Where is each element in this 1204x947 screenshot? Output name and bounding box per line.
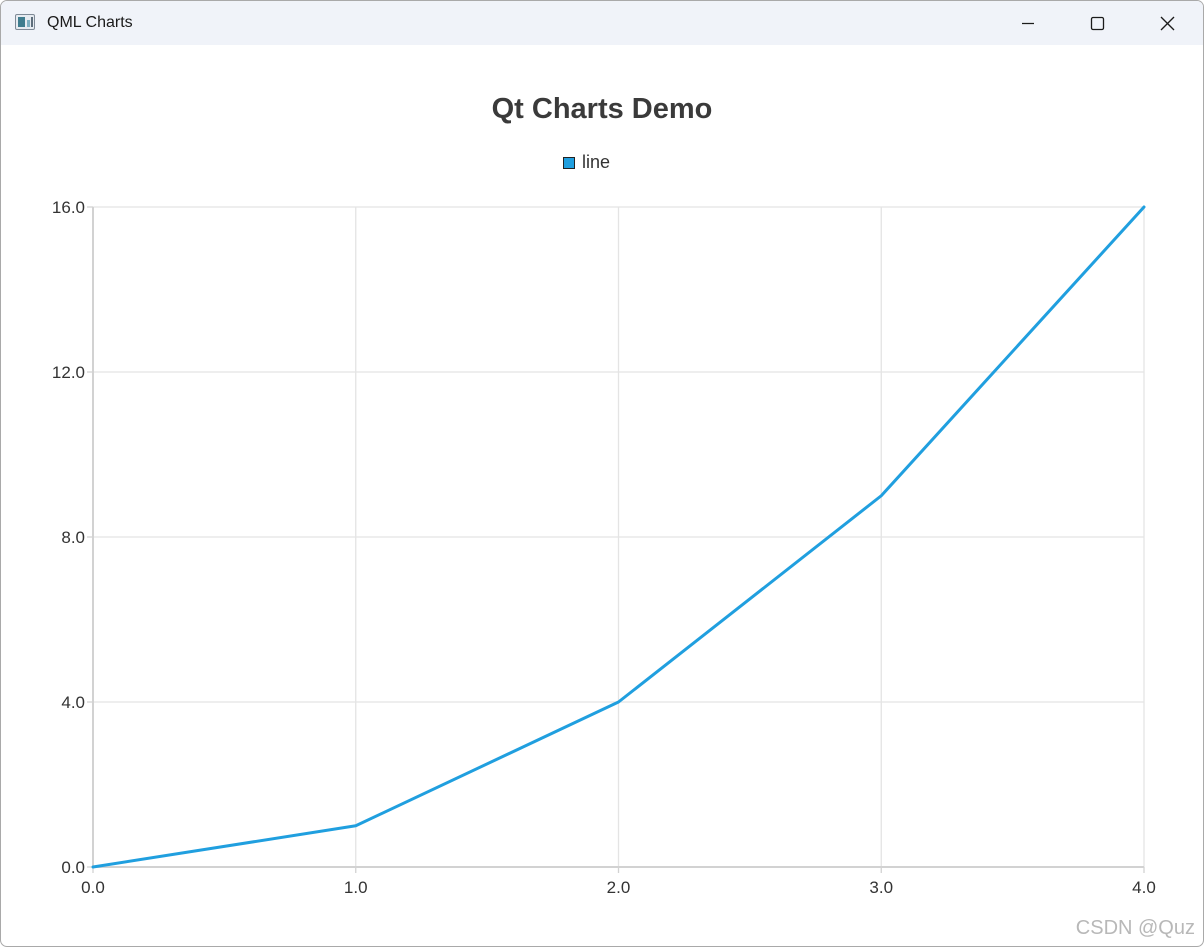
legend-label: line bbox=[582, 152, 611, 172]
y-tick-label: 12.0 bbox=[52, 363, 85, 382]
maximize-button[interactable] bbox=[1063, 1, 1131, 45]
legend-swatch bbox=[563, 157, 575, 169]
title-bar[interactable]: QML Charts bbox=[1, 1, 1203, 45]
x-tick-label: 2.0 bbox=[607, 878, 631, 897]
close-button[interactable] bbox=[1133, 1, 1201, 45]
app-icon[interactable] bbox=[15, 14, 35, 30]
x-tick-label: 4.0 bbox=[1132, 878, 1156, 897]
x-tick-label: 3.0 bbox=[869, 878, 893, 897]
y-tick-label: 4.0 bbox=[61, 693, 85, 712]
window-title: QML Charts bbox=[47, 14, 133, 31]
x-tick-label: 1.0 bbox=[344, 878, 368, 897]
y-tick-label: 16.0 bbox=[52, 198, 85, 217]
y-tick-label: 0.0 bbox=[61, 858, 85, 877]
minimize-button[interactable] bbox=[993, 1, 1061, 45]
x-tick-label: 0.0 bbox=[81, 878, 105, 897]
close-icon bbox=[1160, 16, 1175, 31]
watermark: CSDN @Quz bbox=[1075, 917, 1195, 939]
minimize-icon bbox=[1022, 22, 1034, 25]
maximize-icon bbox=[1090, 16, 1105, 31]
series-line bbox=[91, 205, 1146, 869]
y-tick-label: 8.0 bbox=[61, 528, 85, 547]
chart-title: Qt Charts Demo bbox=[491, 93, 713, 125]
